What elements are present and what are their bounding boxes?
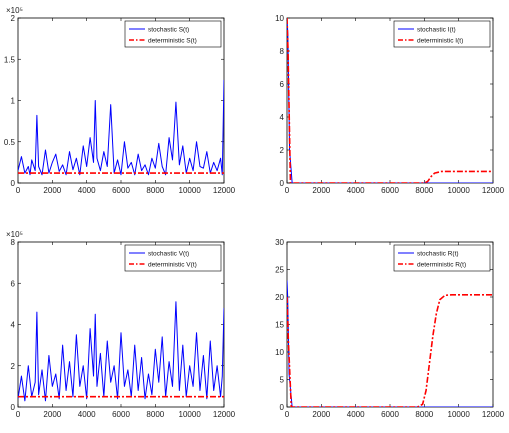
y-tick-label: 10 — [275, 348, 284, 357]
y-axis-exponent: ×10⁵ — [6, 6, 23, 15]
y-tick-label: 1 — [11, 97, 16, 106]
legend-box — [124, 244, 222, 272]
subplot-4: 0 2000 4000 6000 8000 10000 12000 0 5 10 15 20 25 30 s… — [275, 238, 505, 419]
legend-label: deterministic I(t) — [417, 37, 463, 44]
x-tick-label: 4000 — [347, 186, 365, 195]
y-tick-label: 2 — [11, 14, 16, 23]
y-tick-label: 15 — [275, 321, 284, 330]
x-tick-label: 10000 — [448, 186, 471, 195]
legend-label: deterministic S(t) — [148, 37, 197, 44]
y-tick-label: 0 — [280, 403, 285, 412]
x-tick-label: 12000 — [213, 410, 236, 419]
x-tick-label: 4000 — [78, 410, 96, 419]
y-axis-exponent: ×10⁵ — [6, 230, 23, 239]
x-tick-label: 6000 — [381, 410, 399, 419]
legend-label: stochastic V(t) — [148, 250, 189, 257]
y-tick-label: 0 — [11, 403, 16, 412]
y-tick-label: 5 — [280, 376, 285, 385]
x-tick-label: 10000 — [448, 410, 471, 419]
x-tick-label: 8000 — [146, 186, 164, 195]
y-tick-label: 8 — [280, 47, 285, 56]
y-tick-label: 8 — [11, 238, 16, 247]
y-tick-label: 0 — [280, 179, 285, 188]
x-tick-label: 6000 — [381, 186, 399, 195]
x-tick-label: 0 — [285, 186, 290, 195]
legend-label: deterministic R(t) — [417, 261, 466, 268]
y-tick-label: 20 — [275, 293, 284, 302]
x-tick-label: 4000 — [78, 186, 96, 195]
x-tick-label: 10000 — [179, 410, 202, 419]
y-tick-label: 25 — [275, 266, 284, 275]
y-tick-label: 30 — [275, 238, 284, 247]
legend-box — [393, 20, 491, 48]
x-tick-label: 2000 — [43, 186, 61, 195]
series-line-stochastic — [18, 301, 224, 402]
y-tick-label: 6 — [11, 279, 16, 288]
legend-label: stochastic I(t) — [417, 26, 456, 33]
x-tick-label: 12000 — [482, 410, 505, 419]
y-tick-label: 0.5 — [4, 138, 16, 147]
x-tick-label: 2000 — [43, 410, 61, 419]
x-tick-label: 0 — [285, 410, 290, 419]
y-tick-label: 4 — [11, 321, 16, 330]
y-tick-label: 6 — [280, 80, 285, 89]
y-tick-label: 1.5 — [4, 55, 16, 64]
subplot-2: 0 2000 4000 6000 8000 10000 12000 0 2 4 6 8 10 stocha… — [275, 14, 505, 195]
x-tick-label: 8000 — [415, 186, 433, 195]
subplot-3: 0 2000 4000 6000 8000 10000 12000 0 2 4 6 8×10⁵ stoc… — [6, 230, 236, 419]
y-tick-label: 0 — [11, 179, 16, 188]
x-tick-label: 0 — [16, 410, 21, 419]
y-tick-label: 10 — [275, 14, 284, 23]
legend-box — [393, 244, 491, 272]
x-tick-label: 6000 — [112, 186, 130, 195]
legend-label: stochastic R(t) — [417, 250, 459, 257]
legend-label: stochastic S(t) — [148, 26, 189, 33]
x-tick-label: 10000 — [179, 186, 202, 195]
x-tick-label: 2000 — [312, 410, 330, 419]
series-line-deterministic — [287, 18, 493, 183]
legend-box — [124, 20, 222, 48]
x-tick-label: 12000 — [213, 186, 236, 195]
y-tick-label: 2 — [280, 146, 285, 155]
x-tick-label: 4000 — [347, 410, 365, 419]
x-tick-label: 12000 — [482, 186, 505, 195]
legend-label: deterministic V(t) — [148, 261, 197, 268]
x-tick-label: 8000 — [146, 410, 164, 419]
x-tick-label: 6000 — [112, 410, 130, 419]
series-line-stochastic — [18, 79, 224, 176]
y-tick-label: 2 — [11, 362, 16, 371]
x-tick-label: 0 — [16, 186, 21, 195]
subplot-1: 0 2000 4000 6000 8000 10000 12000 0 0.5 1 1.5 2×10⁵… — [4, 6, 236, 195]
x-tick-label: 8000 — [415, 410, 433, 419]
x-tick-label: 2000 — [312, 186, 330, 195]
y-tick-label: 4 — [280, 113, 285, 122]
